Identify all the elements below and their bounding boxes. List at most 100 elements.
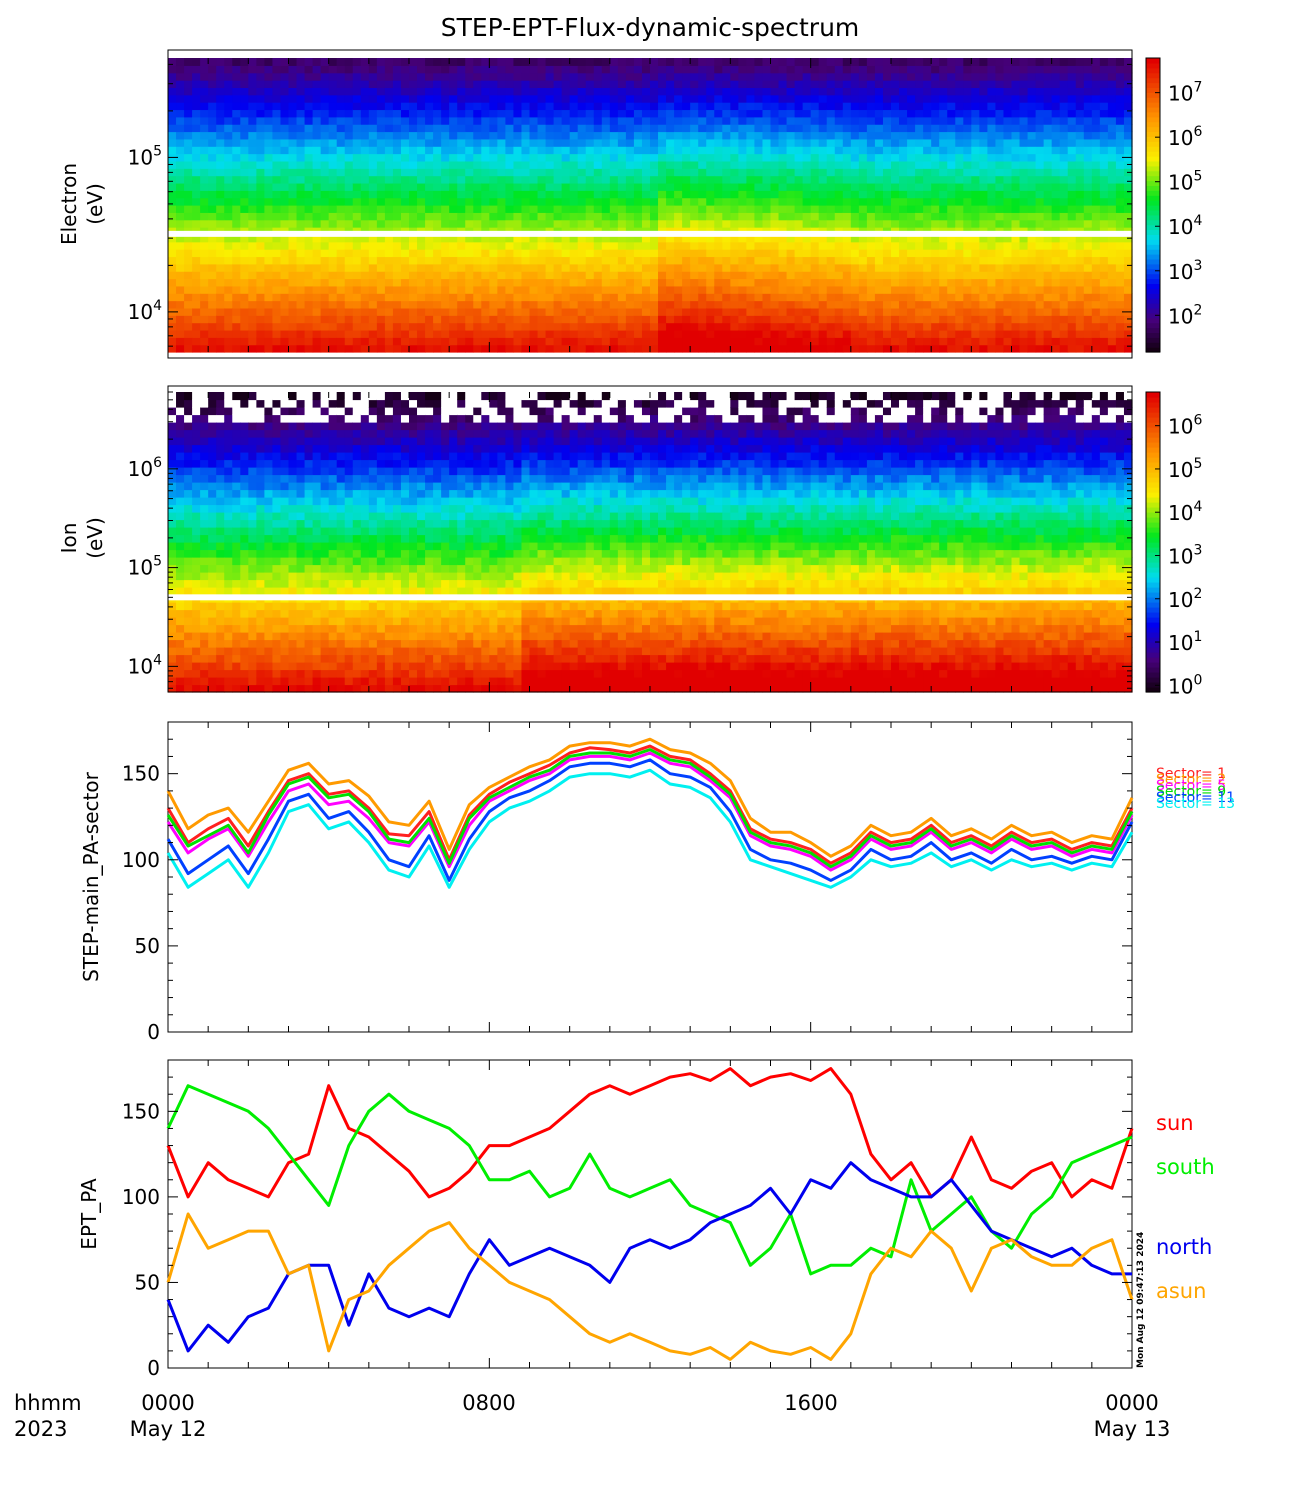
spectrogram-cell <box>609 87 619 96</box>
spectrogram-cell <box>738 124 747 133</box>
spectrogram-cell <box>1099 168 1109 177</box>
spectrogram-cell <box>537 278 547 287</box>
spectrogram-cell <box>794 249 804 258</box>
spectrogram-cell <box>441 124 450 133</box>
spectrogram-cell <box>754 153 764 162</box>
spectrogram-cell <box>738 300 747 309</box>
spectrogram-cell <box>826 315 836 324</box>
spectrogram-cell <box>208 219 217 228</box>
spectrogram-cell <box>674 87 683 96</box>
spectrogram-cell <box>585 146 595 155</box>
spectrogram-cell <box>698 256 707 265</box>
spectrogram-cell <box>891 337 900 346</box>
spectrogram-cell <box>666 102 675 111</box>
spectrogram-cell <box>778 271 788 280</box>
spectrogram-cell <box>674 234 683 243</box>
spectrogram-cell <box>505 72 515 81</box>
spectrogram-cell <box>312 300 322 309</box>
spectrogram-cell <box>858 300 868 309</box>
spectrogram-cell <box>730 131 739 140</box>
spectrogram-cell <box>465 197 474 206</box>
spectrogram-cell <box>818 175 828 184</box>
spectrogram-cell <box>400 80 410 88</box>
spectrogram-cell <box>368 263 378 272</box>
spectrogram-cell <box>529 168 539 177</box>
spectrogram-cell <box>1051 293 1061 302</box>
spectrogram-cell <box>882 102 892 111</box>
spectrogram-cell <box>866 124 876 133</box>
spectrogram-cell <box>899 87 908 96</box>
spectrogram-cell <box>850 293 860 302</box>
spectrogram-cell <box>818 116 828 125</box>
spectrogram-cell <box>674 175 683 184</box>
spectrogram-cell <box>481 337 490 346</box>
spectrogram-cell <box>842 131 852 140</box>
colorbar-segment <box>1146 200 1160 206</box>
spectrogram-cell <box>658 58 667 66</box>
spectrogram-cell <box>1027 205 1037 213</box>
spectrogram-cell <box>923 212 932 221</box>
spectrogram-cell <box>312 80 322 88</box>
spectrogram-cell <box>473 256 482 265</box>
spectrogram-cell <box>625 337 635 346</box>
spectrogram-cell <box>1027 256 1037 265</box>
spectrogram-cell <box>842 80 852 88</box>
spectrogram-cell <box>208 116 217 125</box>
spectrogram-cell <box>1043 300 1053 309</box>
spectrogram-cell <box>1107 94 1117 103</box>
spectrogram-cell <box>208 138 217 147</box>
spectrogram-cell <box>971 249 980 258</box>
spectrogram-cell <box>1051 197 1061 206</box>
spectrogram-cell <box>376 307 386 316</box>
spectrogram-cell <box>497 131 506 140</box>
spectrogram-cell <box>368 212 378 221</box>
spectrogram-cell <box>882 109 892 118</box>
spectrogram-cell <box>939 256 948 265</box>
spectrogram-cell <box>633 102 643 111</box>
spectrogram-cell <box>786 256 796 265</box>
spectrogram-cell <box>1107 153 1117 162</box>
spectrogram-cell <box>722 249 731 258</box>
spectrogram-cell <box>1051 315 1061 324</box>
spectrogram-cell <box>698 160 707 169</box>
spectrogram-cell <box>240 168 249 177</box>
spectrogram-cell <box>963 219 972 228</box>
spectrogram-cell <box>1099 256 1109 265</box>
spectrogram-cell <box>706 160 715 169</box>
spectrogram-cell <box>384 329 394 338</box>
spectrogram-cell <box>1115 322 1125 331</box>
spectrogram-cell <box>650 205 659 213</box>
spectrogram-cell <box>625 146 635 155</box>
spectrogram-cell <box>352 337 362 346</box>
spectrogram-cell <box>216 219 225 228</box>
spectrogram-cell <box>272 337 282 346</box>
spectrogram-cell <box>995 322 1005 331</box>
spectrogram-cell <box>931 205 940 213</box>
spectrogram-cell <box>690 212 699 221</box>
spectrogram-cell <box>641 205 651 213</box>
spectrogram-cell <box>730 87 739 96</box>
spectrogram-cell <box>609 307 619 316</box>
spectrogram-cell <box>682 87 691 96</box>
spectrogram-cell <box>722 65 731 74</box>
spectrogram-cell <box>288 205 298 213</box>
spectrogram-cell <box>923 168 932 177</box>
spectrogram-cell <box>264 146 274 155</box>
spectrogram-cell <box>344 344 354 353</box>
spectrogram-cell <box>585 212 595 221</box>
spectrogram-cell <box>738 160 747 169</box>
spectrogram-cell <box>1051 219 1061 228</box>
spectrogram-cell <box>625 153 635 162</box>
spectrogram-cell <box>1011 197 1021 206</box>
spectrogram-cell <box>955 219 964 228</box>
spectrogram-cell <box>433 256 442 265</box>
spectrogram-cell <box>368 278 378 287</box>
spectrogram-cell <box>601 212 611 221</box>
spectrogram-cell <box>400 322 410 331</box>
spectrogram-cell <box>529 285 539 294</box>
spectrogram-cell <box>577 124 587 133</box>
spectrogram-cell <box>192 175 201 184</box>
spectrogram-cell <box>658 102 667 111</box>
spectrogram-cell <box>1067 256 1077 265</box>
spectrogram-cell <box>1107 278 1117 287</box>
